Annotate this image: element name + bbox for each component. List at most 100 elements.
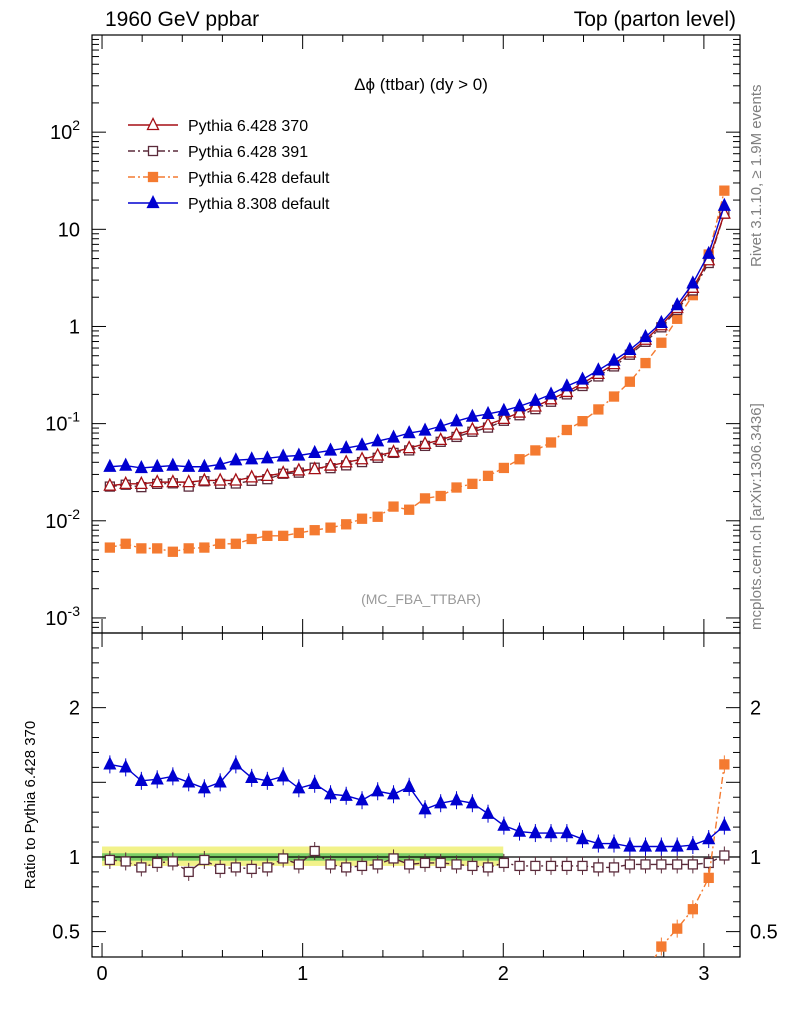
main-panel: 10-3 10-2 10-1 1 10 102 Δϕ (ttbar) (dy > 0) (MC… — [45, 34, 741, 634]
series-3-point — [702, 245, 716, 259]
ratio-series-2-point — [481, 805, 495, 819]
series-0-point — [308, 461, 322, 475]
series-2-point — [561, 424, 573, 436]
ratio-frame — [91, 632, 741, 958]
series-2-point — [199, 542, 210, 553]
main-y-tick-label: 10-2 — [45, 506, 80, 533]
ratio-series-2-point — [686, 837, 700, 851]
series-3-point — [591, 362, 605, 376]
ratio-series-2-point — [339, 787, 353, 801]
ratio-series-2-point — [402, 778, 416, 792]
series-3-point — [402, 425, 416, 439]
ratio-series-2-point — [654, 838, 668, 852]
series-3-point — [245, 451, 259, 465]
ratio-series-0-point — [309, 845, 320, 857]
ratio-series-0-point — [514, 860, 525, 872]
series-2-point — [167, 546, 178, 557]
series-0-line — [109, 213, 726, 487]
ratio-series-2-point — [197, 780, 211, 794]
main-y-tick-label: 10-1 — [45, 409, 80, 436]
ratio-series-0-point — [136, 862, 147, 873]
ratio-series-0-line — [109, 850, 725, 873]
series-0-point — [386, 444, 401, 458]
series-2-point — [593, 404, 604, 415]
series-0-point — [166, 474, 180, 488]
series-2-point — [482, 470, 494, 482]
ratio-series-2-point — [607, 835, 621, 849]
series-3-point — [528, 392, 542, 406]
ratio-series-1-point — [703, 872, 714, 884]
ratio-series-0-point — [719, 850, 730, 861]
ratio-series-2-line — [109, 763, 725, 848]
legend-marker — [146, 195, 160, 209]
series-2-point — [404, 504, 415, 515]
series-3-point — [323, 442, 338, 456]
series-3-point — [686, 275, 700, 289]
series-2-point — [230, 538, 241, 549]
main-series-group — [103, 185, 731, 557]
header-left: 1960 GeV ppbar — [105, 8, 260, 31]
series-0-point — [150, 474, 164, 488]
ratio-series-2-point — [260, 772, 274, 786]
legend-item: Pythia 8.308 default — [128, 195, 330, 213]
ratio-series-2-point — [418, 801, 432, 815]
series-2-line — [109, 190, 726, 553]
series-2-point — [451, 482, 462, 493]
ratio-series-2-point — [670, 838, 684, 852]
series-2-point — [372, 511, 383, 522]
x-tick-label: 1 — [297, 963, 308, 985]
series-0-point — [497, 410, 511, 425]
ratio-series-2-point — [229, 756, 243, 770]
legend-marker — [147, 145, 159, 157]
ratio-series-2-point — [512, 823, 527, 837]
series-3-line — [109, 205, 726, 469]
series-0-point — [292, 462, 306, 476]
series-2-point — [388, 501, 399, 512]
ratio-series-0-point — [278, 853, 289, 864]
ratio-series-2-point — [638, 838, 653, 852]
series-2-point — [624, 376, 636, 387]
series-2-point — [435, 490, 446, 502]
series-3-point — [371, 433, 385, 447]
ratio-series-0-point — [498, 857, 510, 869]
ratio-series-2-point — [371, 783, 385, 797]
series-2-point — [341, 519, 352, 530]
ratio-series-1-point — [687, 904, 699, 915]
series-2-point — [545, 437, 557, 448]
ratio-series-2-point — [528, 825, 542, 839]
ratio-y-tick-label-left: 2 — [69, 698, 80, 720]
ratio-series-0-point — [656, 859, 667, 870]
ratio-series-0-point — [561, 860, 573, 872]
series-0-point — [434, 431, 448, 446]
plot-title: Δϕ (ttbar) (dy > 0) — [354, 75, 488, 94]
series-3-point — [134, 459, 148, 474]
series-3-point — [355, 437, 369, 451]
series-3-point — [465, 408, 479, 422]
ratio-series-0-point — [404, 859, 415, 870]
series-2-point — [514, 454, 525, 465]
series-3-point — [119, 457, 133, 471]
ratio-series-0-point — [530, 860, 541, 872]
series-2-point — [309, 525, 320, 536]
ratio-series-2-point — [323, 786, 338, 800]
ratio-series-1-point — [672, 923, 683, 934]
ratio-series-2-point — [213, 774, 227, 788]
legend-item: Pythia 6.428 391 — [128, 144, 308, 161]
series-3-point — [339, 440, 353, 454]
series-0-point — [355, 451, 369, 465]
series-3-point — [654, 314, 668, 328]
ratio-series-2-point — [717, 817, 731, 831]
main-y-tick-label: 10 — [58, 219, 80, 241]
series-2-point — [262, 530, 273, 541]
x-tick-label: 2 — [498, 963, 509, 985]
legend-item: Pythia 6.428 default — [128, 170, 330, 187]
series-3-point — [717, 197, 731, 211]
ratio-series-0-point — [183, 866, 194, 878]
series-3-point — [103, 458, 117, 472]
main-y-tick-label: 1 — [69, 316, 80, 338]
main-y-tick-label: 102 — [50, 117, 80, 144]
series-0-point — [260, 467, 274, 482]
ratio-series-0-point — [104, 854, 116, 866]
ratio-series-0-point — [593, 862, 604, 873]
series-3-point — [449, 413, 464, 427]
